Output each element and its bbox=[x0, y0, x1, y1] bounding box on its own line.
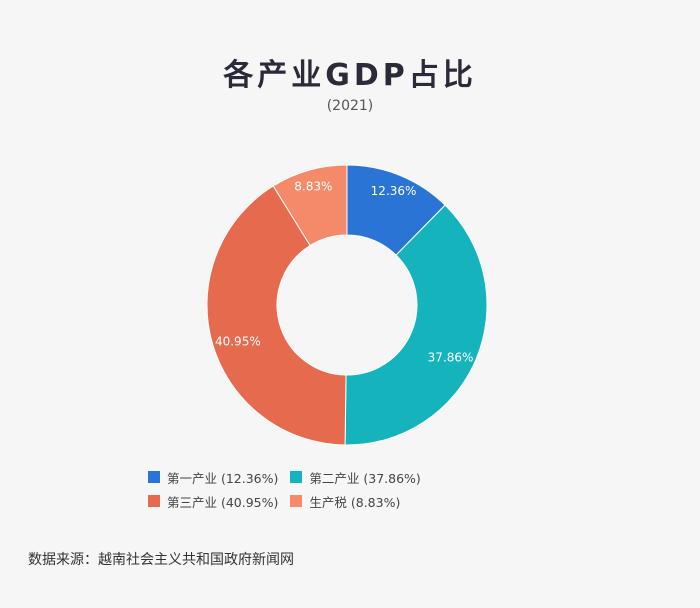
donut-chart: 12.36% 37.86% 40.95% 8.83% bbox=[206, 164, 488, 446]
legend-swatch bbox=[290, 471, 303, 483]
slice-production-tax[interactable] bbox=[272, 164, 348, 247]
legend-label: 第三产业 (40.95%) bbox=[167, 494, 279, 510]
legend-label: 第一产业 (12.36%) bbox=[167, 470, 279, 486]
slice-tertiary[interactable] bbox=[206, 185, 347, 446]
legend-item-production-tax[interactable]: 生产税 (8.83%) bbox=[290, 492, 400, 510]
data-source-note: 数据来源：越南社会主义共和国政府新闻网 bbox=[28, 552, 294, 568]
legend-label: 第二产业 (37.86%) bbox=[309, 470, 421, 486]
legend-item-tertiary[interactable]: 第三产业 (40.95%) bbox=[148, 492, 278, 510]
legend-swatch bbox=[290, 495, 303, 507]
legend-item-secondary[interactable]: 第二产业 (37.86%) bbox=[290, 468, 421, 486]
legend-label: 生产税 (8.83%) bbox=[309, 494, 401, 510]
legend-item-primary[interactable]: 第一产业 (12.36%) bbox=[148, 468, 278, 486]
data-label: 37.86% bbox=[428, 351, 474, 365]
legend-swatch bbox=[148, 495, 160, 507]
data-label: 40.95% bbox=[215, 335, 261, 349]
chart-subtitle: (2021) bbox=[326, 98, 374, 114]
chart-title: 各产业GDP占比 bbox=[223, 58, 477, 93]
legend-swatch bbox=[148, 471, 160, 483]
data-label: 8.83% bbox=[294, 180, 332, 194]
chart-legend: 第一产业 (12.36%) 第二产业 (37.86%) 第三产业 (40.95%… bbox=[148, 468, 568, 510]
data-label: 12.36% bbox=[371, 184, 417, 198]
slice-secondary[interactable] bbox=[344, 204, 488, 446]
